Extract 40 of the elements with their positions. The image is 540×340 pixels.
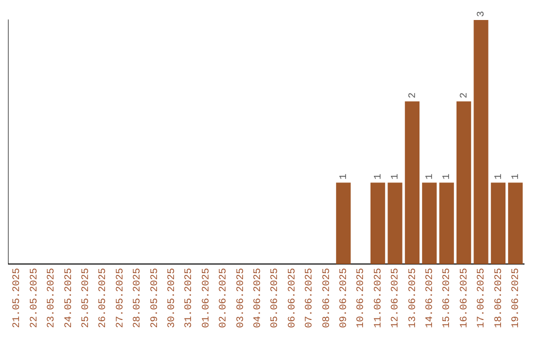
x-tick-label: 29.05.2025 — [150, 268, 161, 328]
x-tick-label: 01.06.2025 — [201, 268, 212, 328]
x-tick-label: 05.06.2025 — [270, 268, 282, 328]
x-tick-label: 08.06.2025 — [322, 268, 333, 328]
data-label: 1 — [390, 174, 402, 180]
data-label: 3 — [476, 10, 488, 17]
x-tick-label: 10.06.2025 — [356, 268, 368, 328]
x-tick-label: 17.06.2025 — [476, 268, 488, 328]
x-tick-label: 11.06.2025 — [373, 268, 384, 328]
data-label: 1 — [494, 174, 505, 180]
data-label: 1 — [425, 174, 436, 180]
x-tick-label: 22.05.2025 — [29, 268, 40, 328]
x-tick-label: 19.06.2025 — [511, 268, 522, 328]
x-tick-label: 06.06.2025 — [287, 268, 298, 328]
data-label: 1 — [511, 174, 522, 180]
data-label: 1 — [442, 174, 454, 180]
x-tick-label: 27.05.2025 — [115, 268, 126, 328]
x-tick-label: 02.06.2025 — [218, 268, 230, 328]
x-tick-label: 25.05.2025 — [81, 268, 92, 328]
x-tick-label: 14.06.2025 — [425, 268, 436, 328]
data-label: 2 — [408, 92, 419, 98]
x-tick-label: 07.06.2025 — [304, 268, 316, 328]
x-tick-label: 13.06.2025 — [408, 268, 419, 328]
x-tick-label: 21.05.2025 — [12, 268, 24, 328]
x-tick-label: 12.06.2025 — [390, 268, 402, 328]
x-tick-label: 16.06.2025 — [459, 268, 470, 328]
data-label: 1 — [339, 174, 350, 180]
x-tick-label: 15.06.2025 — [442, 268, 454, 328]
x-tick-label: 03.06.2025 — [236, 268, 247, 328]
data-label: 1 — [373, 174, 384, 180]
x-tick-label: 30.05.2025 — [167, 268, 178, 328]
x-tick-label: 09.06.2025 — [339, 268, 350, 328]
x-tick-label: 04.06.2025 — [253, 268, 264, 328]
x-tick-label: 26.05.2025 — [98, 268, 110, 328]
x-tick-label: 31.05.2025 — [184, 268, 196, 328]
x-tick-label: 28.05.2025 — [132, 268, 144, 328]
x-tick-label: 23.05.2025 — [46, 268, 58, 328]
data-label: 2 — [459, 92, 470, 98]
x-tick-label: 24.05.2025 — [64, 268, 75, 328]
x-tick-label: 18.06.2025 — [494, 268, 505, 328]
